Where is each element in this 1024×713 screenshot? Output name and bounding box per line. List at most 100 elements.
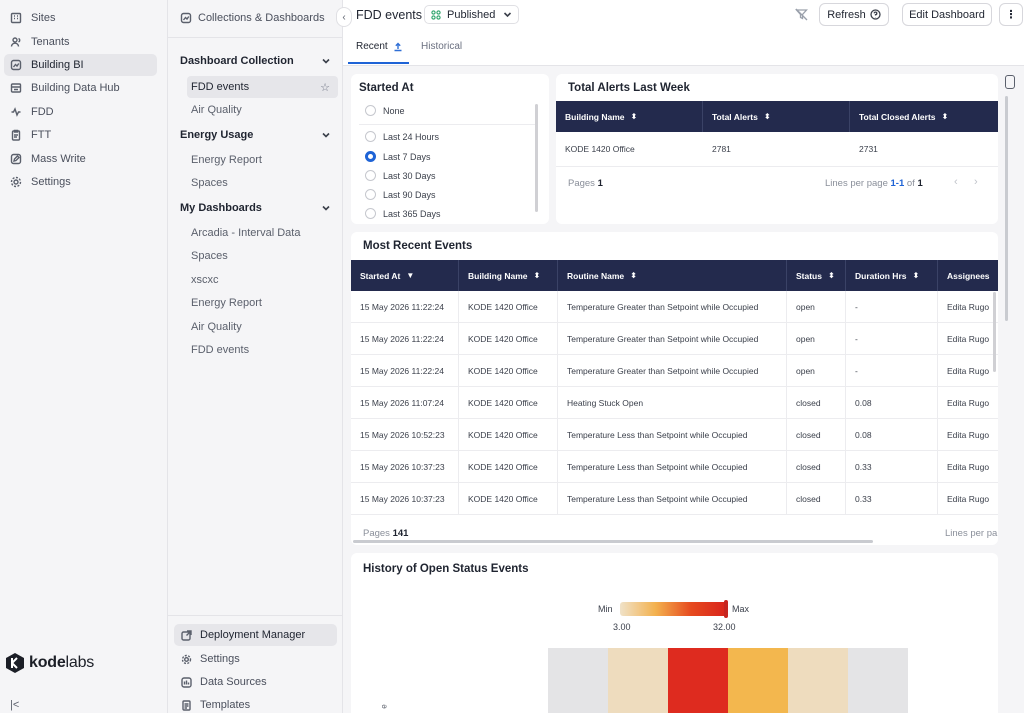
table-row[interactable]: 15 May 2026 11:22:24 KODE 1420 Office Temp…	[351, 323, 998, 355]
heatmap-cell[interactable]	[728, 648, 788, 713]
radio-option[interactable]: Last 90 Days	[365, 189, 436, 200]
refresh-button[interactable]: Refresh	[819, 3, 889, 26]
table-row[interactable]: 15 May 2026 11:22:24 KODE 1420 Office Temp…	[351, 355, 998, 387]
heatmap-cell[interactable]	[608, 648, 668, 713]
table-cell: 15 May 2026 10:37:23	[351, 451, 459, 482]
deployment-manager-link[interactable]: Deployment Manager	[174, 624, 337, 646]
collection-item-spaces-2[interactable]: Spaces	[187, 245, 338, 267]
collections-header-label: Collections & Dashboards	[198, 12, 325, 24]
filter-off-icon[interactable]	[795, 8, 808, 21]
nav-item-ftt[interactable]: FTT	[4, 124, 157, 146]
edit-dashboard-button[interactable]: Edit Dashboard	[902, 3, 992, 26]
legend-max-label: Max	[732, 604, 750, 614]
table-row[interactable]: 15 May 2026 11:07:24 KODE 1420 Office Heat…	[351, 387, 998, 419]
vertical-scrollbar[interactable]	[993, 292, 996, 372]
heatmap-cell[interactable]	[548, 648, 608, 713]
collection-item-air-quality[interactable]: Air Quality	[187, 99, 338, 121]
nav-item-building-data-hub[interactable]: Building Data Hub	[4, 77, 157, 99]
scrollbar[interactable]	[535, 104, 538, 212]
divider	[168, 37, 342, 38]
column-header[interactable]: Building Name ⬍	[556, 101, 703, 132]
collapse-sidebar-button[interactable]: |<	[10, 699, 20, 711]
bottom-item-label: Deployment Manager	[200, 629, 306, 641]
column-header[interactable]: Total Closed Alerts ⬍	[850, 101, 998, 132]
nav-item-building-bi[interactable]: Building BI	[4, 54, 157, 76]
horizontal-scrollbar[interactable]	[353, 540, 873, 543]
collection-item-label: FDD events	[191, 344, 250, 356]
table-row[interactable]: 15 May 2026 11:22:24 KODE 1420 Office Temp…	[351, 291, 998, 323]
pages-value: 1	[597, 178, 603, 189]
table-row[interactable]: 15 May 2026 10:37:23 KODE 1420 Office Temp…	[351, 451, 998, 483]
lines-per-page: Lines per pa	[945, 528, 998, 539]
publish-status-dropdown[interactable]: Published	[424, 5, 520, 24]
collections-header[interactable]: Collections & Dashboards	[180, 12, 325, 24]
collection-item-arcadia[interactable]: Arcadia - Interval Data	[187, 222, 338, 244]
collection-item-air-quality-2[interactable]: Air Quality	[187, 316, 338, 338]
radio-option[interactable]: Last 24 Hours	[365, 131, 439, 142]
sort-icon: ⬍	[941, 112, 949, 121]
collection-item-energy-report[interactable]: Energy Report	[187, 149, 338, 171]
radio-label: Last 365 Days	[383, 208, 441, 219]
collection-item-energy-report-2[interactable]: Energy Report	[187, 292, 338, 314]
column-header[interactable]: Status ⬍	[787, 260, 846, 291]
radio-option[interactable]: Last 365 Days	[365, 208, 441, 219]
column-header[interactable]: Duration Hrs ⬍	[846, 260, 938, 291]
table-cell: Edita Rugo	[938, 419, 998, 450]
templates-link[interactable]: Templates	[174, 694, 337, 713]
group-energy-usage[interactable]: Energy Usage	[180, 129, 331, 141]
table-row[interactable]: 15 May 2026 10:52:23 KODE 1420 Office Temp…	[351, 419, 998, 451]
collection-item-fdd-events-2[interactable]: FDD events	[187, 339, 338, 361]
column-header-label: Routine Name	[567, 270, 625, 281]
gear-icon	[10, 176, 22, 188]
nav-item-sites[interactable]: Sites	[4, 7, 157, 29]
page-scrollbar[interactable]	[1005, 96, 1008, 321]
heatmap-cell[interactable]	[788, 648, 848, 713]
collection-item-spaces[interactable]: Spaces	[187, 172, 338, 194]
column-header-label: Total Closed Alerts	[859, 111, 936, 122]
heatmap-cell[interactable]	[668, 648, 728, 713]
pages-value: 141	[392, 528, 409, 539]
table-cell: -	[846, 291, 938, 322]
column-header[interactable]: Started At ▼	[351, 260, 459, 291]
table-cell: open	[787, 323, 846, 354]
divider	[359, 124, 537, 125]
collapse-panel-button[interactable]: ‹	[336, 7, 352, 27]
table-cell: open	[787, 291, 846, 322]
table-cell: 15 May 2026 10:37:23	[351, 483, 459, 514]
column-header[interactable]: Assignees	[938, 260, 998, 291]
nav-item-settings[interactable]: Settings	[4, 171, 157, 193]
radio-option-selected[interactable]: Last 7 Days	[365, 151, 431, 162]
collection-item-fdd-events[interactable]: FDD events ☆	[187, 76, 338, 98]
bottom-item-label: Templates	[200, 699, 251, 711]
table-cell: Edita Rugo	[938, 291, 998, 322]
table-row[interactable]: 15 May 2026 10:37:23 KODE 1420 Office Temp…	[351, 483, 998, 515]
group-my-dashboards[interactable]: My Dashboards	[180, 202, 331, 214]
prev-page-button[interactable]: ‹	[954, 176, 958, 188]
settings-link[interactable]: Settings	[174, 648, 337, 670]
radio-label: Last 7 Days	[383, 151, 431, 162]
tab-recent[interactable]: Recent	[356, 41, 403, 52]
radio-option[interactable]: Last 30 Days	[365, 170, 436, 181]
star-icon[interactable]: ☆	[320, 81, 330, 94]
column-header[interactable]: Routine Name ⬍	[558, 260, 787, 291]
group-dashboard-collection[interactable]: Dashboard Collection	[180, 55, 331, 67]
next-page-button[interactable]: ›	[974, 176, 978, 188]
nav-item-tenants[interactable]: Tenants	[4, 31, 157, 53]
radio-option[interactable]: None	[365, 105, 405, 116]
data-sources-link[interactable]: Data Sources	[174, 671, 337, 693]
total-alerts-card: Total Alerts Last Week Building Name ⬍ To…	[556, 74, 998, 224]
recent-events-card: Most Recent Events Started At ▼ Building …	[351, 232, 998, 545]
legend-max-knob[interactable]	[724, 600, 728, 618]
heatmap-cell[interactable]	[848, 648, 908, 713]
tab-historical[interactable]: Historical	[421, 41, 462, 52]
collection-item-xscxc[interactable]: xscxc	[187, 269, 338, 291]
column-header[interactable]: Building Name ⬍	[459, 260, 558, 291]
refresh-label: Refresh	[827, 8, 866, 21]
nav-item-mass-write[interactable]: Mass Write	[4, 148, 157, 170]
kodelabs-logo-mark	[4, 652, 26, 674]
side-panel-icon[interactable]	[1005, 75, 1015, 89]
more-options-button[interactable]: ⋮	[999, 3, 1023, 26]
nav-item-fdd[interactable]: FDD	[4, 101, 157, 123]
column-header[interactable]: Total Alerts ⬍	[703, 101, 850, 132]
card-title: History of Open Status Events	[363, 563, 529, 575]
